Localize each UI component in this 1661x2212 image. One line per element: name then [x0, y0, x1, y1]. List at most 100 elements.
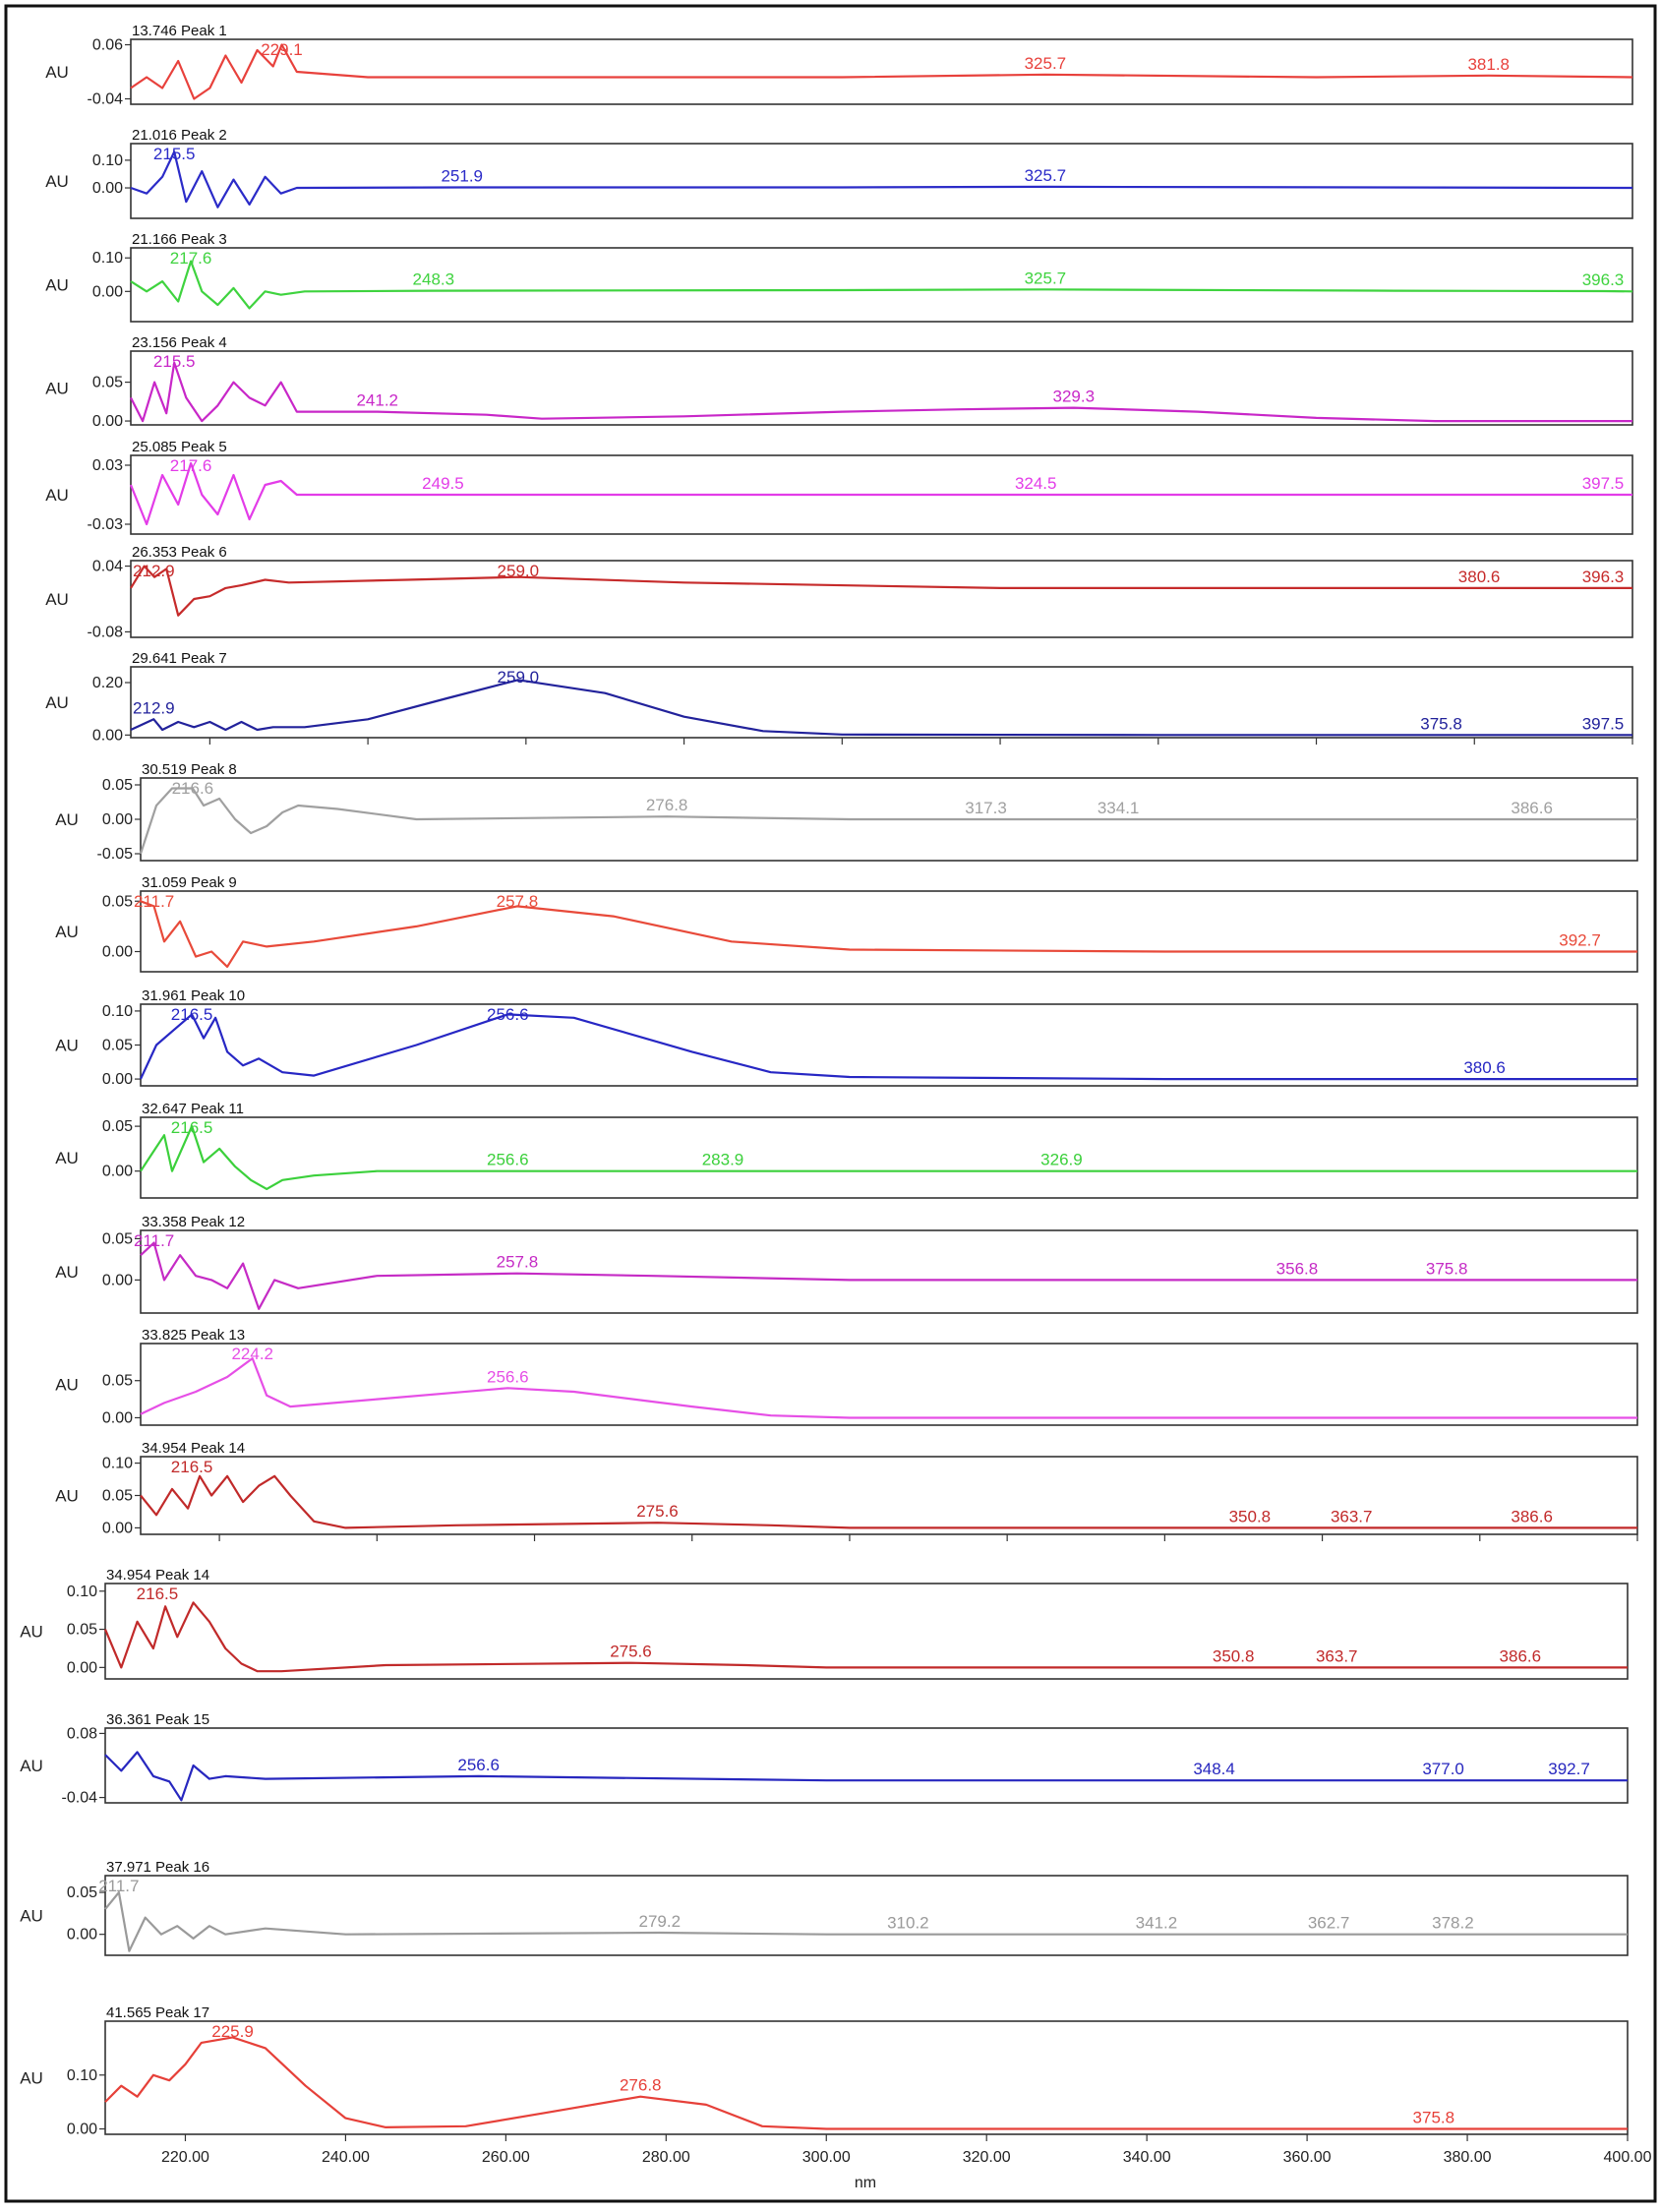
y-axis-label: AU — [45, 172, 69, 191]
y-tick-label: 0.00 — [92, 283, 123, 300]
y-tick-label: 0.05 — [92, 375, 123, 391]
spectrum-panel-9: 31.059 Peak 9 AU 0.05 0.00 211.7 257.8 392.7 — [55, 874, 1638, 973]
peak-header: 34.954 Peak 14 — [142, 1440, 245, 1457]
spectrum-panel-8: 30.519 Peak 8 AU 0.05 0.00 -0.05 216.6 276.8 31… — [55, 761, 1638, 863]
peak-header: 21.016 Peak 2 — [132, 127, 227, 144]
peak-header: 34.954 Peak 14 — [106, 1567, 209, 1584]
y-tick-label: 0.08 — [67, 1725, 97, 1742]
peak-header: 30.519 Peak 8 — [142, 761, 237, 778]
y-tick-label: 0.10 — [92, 250, 123, 267]
y-tick-label: 0.00 — [102, 811, 133, 828]
peak-header: 25.085 Peak 5 — [132, 439, 227, 455]
peak-wavelength-label: 256.6 — [487, 1151, 529, 1169]
panel-frame — [104, 1875, 1629, 1956]
y-tick-label: 0.00 — [92, 180, 123, 197]
peak-wavelength-label: 257.8 — [497, 892, 539, 911]
panel-frame — [130, 666, 1633, 739]
y-tick-label: 0.05 — [67, 1622, 97, 1639]
y-tick-label: 0.05 — [102, 777, 133, 794]
x-axis-label: nm — [855, 2175, 876, 2191]
y-tick-label: 0.06 — [92, 37, 123, 54]
peak-wavelength-label: 334.1 — [1097, 799, 1140, 817]
spectrum-panel-2: 21.016 Peak 2 AU 0.10 0.00 215.5 251.9 325.7 — [45, 127, 1633, 219]
y-axis-label: AU — [55, 1263, 79, 1282]
peak-wavelength-label: 249.5 — [422, 474, 464, 493]
peak-wavelength-label: 397.5 — [1582, 714, 1625, 733]
peak-wavelength-label: 279.2 — [639, 1912, 682, 1931]
peak-wavelength-label: 215.5 — [153, 352, 196, 371]
y-axis-label: AU — [45, 693, 69, 712]
peak-wavelength-label: 375.8 — [1413, 2109, 1455, 2127]
peak-wavelength-label: 341.2 — [1136, 1914, 1178, 1933]
y-tick-label: -0.03 — [88, 516, 124, 533]
spectrum-panel-12: 33.358 Peak 12 AU 0.05 0.00 211.7 257.8 356.8 3… — [55, 1214, 1638, 1314]
y-axis-label: AU — [45, 63, 69, 82]
peak-wavelength-label: 356.8 — [1276, 1259, 1319, 1278]
spectrum-panel-4: 23.156 Peak 4 AU 0.05 0.00 215.5 241.2 329.3 — [45, 334, 1633, 430]
panel-frame — [104, 2020, 1629, 2135]
y-axis-label: AU — [45, 590, 69, 609]
peak-header: 26.353 Peak 6 — [132, 544, 227, 561]
y-tick-label: 0.00 — [102, 1071, 133, 1088]
spectrum-line — [139, 787, 1637, 855]
peak-wavelength-label: 317.3 — [965, 799, 1007, 817]
panel-frame — [140, 1229, 1638, 1314]
spectrum-panel-16: 36.361 Peak 15 AU 0.08 -0.04 256.6 348.4 377.0… — [20, 1711, 1629, 1807]
x-tick-label: 380.00 — [1444, 2149, 1492, 2166]
peak-wavelength-label: 363.7 — [1331, 1507, 1373, 1525]
y-tick-label: 0.00 — [102, 1164, 133, 1180]
y-tick-label: 0.05 — [102, 1373, 133, 1390]
peak-header: 32.647 Peak 11 — [142, 1101, 244, 1117]
panel-frame — [130, 247, 1633, 323]
x-tick-label: 260.00 — [482, 2149, 530, 2166]
y-tick-label: 0.00 — [67, 1659, 97, 1676]
panel-frame — [140, 1343, 1638, 1426]
y-tick-label: 0.00 — [92, 413, 123, 430]
panel-frame — [140, 890, 1638, 973]
peak-wavelength-label: 216.5 — [171, 1458, 213, 1476]
y-tick-label: 0.10 — [67, 2067, 97, 2084]
panel-frame — [130, 38, 1633, 105]
peak-wavelength-label: 329.3 — [1053, 388, 1096, 406]
y-tick-label: -0.05 — [97, 846, 134, 863]
x-tick-label: 220.00 — [161, 2149, 209, 2166]
peak-header: 31.961 Peak 10 — [142, 987, 245, 1004]
y-axis-label: AU — [55, 1487, 79, 1506]
peak-wavelength-label: 217.6 — [170, 249, 212, 268]
peak-wavelength-label: 251.9 — [441, 166, 483, 185]
spectrum-panel-18: 41.565 Peak 17 AU 0.10 0.00 225.9 276.8 375.8 2… — [20, 2004, 1651, 2166]
peak-wavelength-label: 386.6 — [1511, 799, 1553, 817]
panel-frame — [140, 1116, 1638, 1199]
peak-wavelength-label: 375.8 — [1420, 714, 1462, 733]
x-tick-label: 320.00 — [963, 2149, 1011, 2166]
peak-wavelength-label: 283.9 — [702, 1151, 744, 1169]
peak-wavelength-label: 256.6 — [487, 1005, 529, 1024]
spectrum-line — [104, 1751, 1628, 1802]
y-tick-label: 0.03 — [92, 457, 123, 474]
spectrum-line — [130, 150, 1633, 209]
peak-wavelength-label: 348.4 — [1193, 1760, 1235, 1778]
spectrum-line — [140, 1125, 1637, 1190]
y-tick-label: 0.05 — [102, 1488, 133, 1505]
x-tick-label: 400.00 — [1604, 2149, 1652, 2166]
peak-header: 41.565 Peak 17 — [106, 2004, 209, 2021]
y-tick-label: 0.00 — [102, 1272, 133, 1288]
spectrum-panel-6: 26.353 Peak 6 AU 0.04 -0.08 212.9 259.0 380.6 3… — [45, 544, 1633, 640]
peak-wavelength-label: 259.0 — [498, 562, 540, 580]
y-tick-label: 0.10 — [102, 1003, 133, 1020]
peak-wavelength-label: 350.8 — [1213, 1646, 1255, 1665]
spectrum-panel-1: 13.746 Peak 1 AU 0.06 -0.04 229.1 325.7 381.8 — [45, 23, 1633, 108]
y-axis-label: AU — [55, 923, 79, 941]
panel-frame — [130, 560, 1633, 638]
panel-frame — [130, 143, 1633, 219]
peak-wavelength-label: 211.7 — [134, 892, 174, 911]
spectrum-panel-13: 33.825 Peak 13 AU 0.05 0.00 224.2 256.6 — [55, 1327, 1638, 1426]
peak-wavelength-label: 377.0 — [1422, 1760, 1464, 1778]
peak-wavelength-label: 350.8 — [1229, 1507, 1272, 1525]
peak-wavelength-label: 363.7 — [1316, 1646, 1358, 1665]
y-tick-label: 0.00 — [102, 1520, 133, 1536]
peak-wavelength-label: 362.7 — [1308, 1914, 1350, 1933]
y-tick-label: 0.00 — [92, 727, 123, 744]
peak-wavelength-label: 248.3 — [413, 270, 455, 289]
